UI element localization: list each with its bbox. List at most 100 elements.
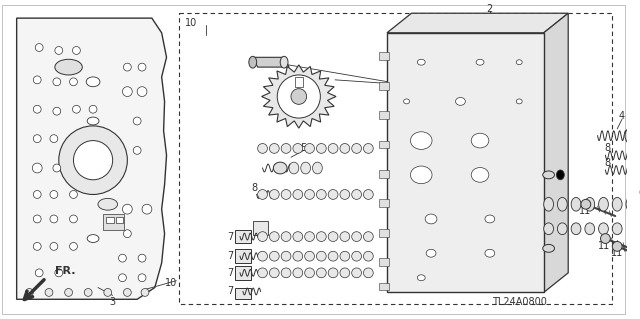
Circle shape — [65, 288, 72, 296]
Circle shape — [122, 204, 132, 214]
Bar — [379, 229, 389, 237]
Ellipse shape — [557, 223, 567, 235]
Text: 7: 7 — [227, 232, 234, 241]
Ellipse shape — [281, 232, 291, 241]
Ellipse shape — [625, 127, 639, 145]
Ellipse shape — [410, 166, 432, 184]
Ellipse shape — [340, 268, 349, 278]
Ellipse shape — [516, 60, 522, 65]
Ellipse shape — [316, 232, 326, 241]
Ellipse shape — [557, 197, 567, 211]
Ellipse shape — [258, 232, 268, 241]
Circle shape — [55, 47, 63, 54]
Circle shape — [33, 135, 41, 143]
Ellipse shape — [316, 268, 326, 278]
Text: 7: 7 — [227, 286, 234, 296]
Ellipse shape — [280, 56, 288, 68]
Circle shape — [72, 47, 81, 54]
Text: 8: 8 — [604, 158, 611, 168]
Ellipse shape — [364, 251, 373, 261]
Ellipse shape — [598, 197, 609, 211]
Circle shape — [50, 242, 58, 250]
Ellipse shape — [364, 189, 373, 199]
Ellipse shape — [281, 189, 291, 199]
Circle shape — [138, 254, 146, 262]
Ellipse shape — [328, 232, 338, 241]
Text: 3: 3 — [109, 297, 116, 307]
Circle shape — [53, 164, 61, 172]
Ellipse shape — [55, 59, 83, 75]
Ellipse shape — [281, 268, 291, 278]
Circle shape — [581, 199, 591, 209]
Circle shape — [53, 107, 61, 115]
Text: 4: 4 — [619, 111, 625, 121]
Ellipse shape — [471, 167, 489, 182]
Polygon shape — [544, 13, 568, 293]
Ellipse shape — [293, 251, 303, 261]
Bar — [379, 141, 389, 148]
Circle shape — [612, 241, 622, 251]
Ellipse shape — [612, 197, 622, 211]
Ellipse shape — [425, 214, 437, 224]
Circle shape — [33, 76, 41, 84]
Ellipse shape — [516, 99, 522, 104]
Polygon shape — [253, 57, 289, 67]
Polygon shape — [17, 18, 166, 299]
Text: 2: 2 — [486, 4, 493, 14]
Circle shape — [118, 274, 126, 282]
Ellipse shape — [328, 251, 338, 261]
Circle shape — [124, 63, 131, 71]
Text: 9: 9 — [547, 255, 554, 265]
Ellipse shape — [352, 189, 362, 199]
Ellipse shape — [612, 223, 622, 235]
Ellipse shape — [585, 197, 595, 211]
Circle shape — [45, 288, 53, 296]
Circle shape — [89, 105, 97, 113]
Circle shape — [138, 63, 146, 71]
Circle shape — [59, 126, 127, 195]
Bar — [235, 266, 251, 280]
Text: 10: 10 — [185, 18, 197, 28]
Text: 8: 8 — [252, 182, 258, 193]
Bar — [379, 283, 389, 291]
Circle shape — [33, 105, 41, 113]
Bar — [379, 111, 389, 119]
Circle shape — [70, 242, 77, 250]
Ellipse shape — [293, 144, 303, 153]
Ellipse shape — [305, 251, 314, 261]
Circle shape — [600, 234, 611, 243]
Ellipse shape — [328, 144, 338, 153]
Bar — [235, 249, 251, 263]
Ellipse shape — [340, 189, 349, 199]
Text: 12: 12 — [531, 251, 543, 261]
Ellipse shape — [87, 235, 99, 242]
Ellipse shape — [543, 171, 554, 179]
Ellipse shape — [258, 144, 268, 153]
Circle shape — [70, 215, 77, 223]
Ellipse shape — [293, 232, 303, 241]
Ellipse shape — [340, 251, 349, 261]
Ellipse shape — [269, 189, 279, 199]
Ellipse shape — [364, 268, 373, 278]
Ellipse shape — [598, 223, 609, 235]
Ellipse shape — [305, 189, 314, 199]
Ellipse shape — [86, 77, 100, 87]
Ellipse shape — [293, 268, 303, 278]
Ellipse shape — [328, 189, 338, 199]
Text: 1: 1 — [403, 75, 410, 85]
Ellipse shape — [273, 162, 287, 174]
Bar — [379, 199, 389, 207]
Ellipse shape — [476, 59, 484, 65]
Text: 12: 12 — [534, 163, 547, 173]
Circle shape — [84, 288, 92, 296]
Ellipse shape — [258, 189, 268, 199]
Ellipse shape — [364, 232, 373, 241]
Circle shape — [138, 274, 146, 282]
Ellipse shape — [471, 133, 489, 148]
Text: 11: 11 — [611, 248, 623, 258]
Ellipse shape — [626, 197, 636, 211]
Circle shape — [141, 288, 149, 296]
Ellipse shape — [352, 251, 362, 261]
Ellipse shape — [316, 144, 326, 153]
Circle shape — [33, 215, 41, 223]
